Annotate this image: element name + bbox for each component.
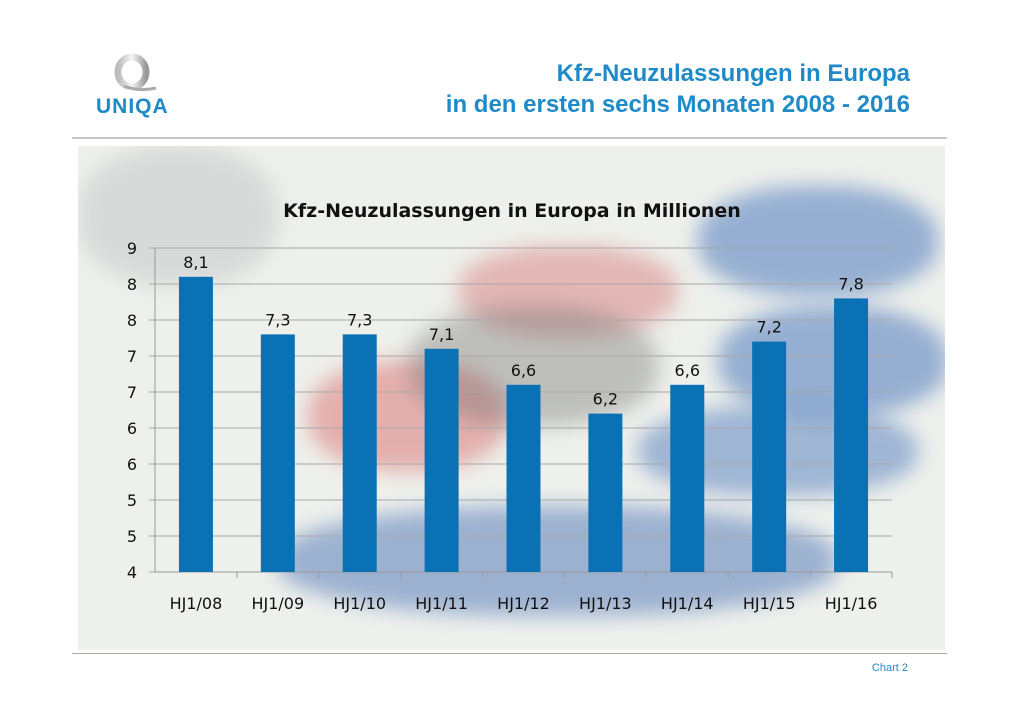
x-tick-label: HJ1/09 xyxy=(251,594,304,613)
title-line-2: in den ersten sechs Monaten 2008 - 2016 xyxy=(445,91,910,118)
y-tick-label: 9 xyxy=(127,239,137,258)
bar xyxy=(588,413,623,572)
y-tick-label: 5 xyxy=(127,491,137,510)
y-tick-label: 7 xyxy=(127,383,137,402)
x-tick-label: HJ1/14 xyxy=(661,594,714,613)
x-tick-label: HJ1/16 xyxy=(825,594,878,613)
page-title: Kfz-Neuzulassungen in Europa in den erst… xyxy=(446,58,910,120)
footer-divider xyxy=(72,653,947,654)
title-line-1: Kfz-Neuzulassungen in Europa xyxy=(556,60,910,87)
data-label: 7,3 xyxy=(265,310,290,329)
x-tick-label: HJ1/11 xyxy=(415,594,468,613)
bar xyxy=(752,341,787,572)
header-divider xyxy=(72,137,947,139)
x-tick-label: HJ1/13 xyxy=(579,594,632,613)
bar xyxy=(506,384,541,572)
y-tick-label: 8 xyxy=(127,275,137,294)
x-tick-label: HJ1/10 xyxy=(333,594,386,613)
bar xyxy=(342,334,377,572)
y-tick-label: 8 xyxy=(127,311,137,330)
bar xyxy=(834,298,869,572)
chart-title: Kfz-Neuzulassungen in Europa in Millione… xyxy=(283,200,741,222)
y-tick-label: 7 xyxy=(127,347,137,366)
x-tick-label: HJ1/12 xyxy=(497,594,550,613)
data-label: 7,1 xyxy=(429,325,454,344)
uniqa-logo-icon xyxy=(114,53,157,92)
bar xyxy=(670,384,705,572)
y-tick-label: 6 xyxy=(127,419,137,438)
data-label: 6,6 xyxy=(511,361,536,380)
data-label: 8,1 xyxy=(183,253,208,272)
bar xyxy=(424,348,459,572)
x-tick-label: HJ1/15 xyxy=(743,594,796,613)
y-tick-label: 4 xyxy=(127,563,137,582)
data-label: 7,3 xyxy=(347,310,372,329)
data-label: 6,6 xyxy=(675,361,700,380)
bar xyxy=(260,334,295,572)
data-label: 6,2 xyxy=(593,390,618,409)
data-label: 7,2 xyxy=(756,318,781,337)
y-tick-label: 5 xyxy=(127,527,137,546)
data-label: 7,8 xyxy=(838,274,863,293)
logo-text: UNIQA xyxy=(96,95,169,118)
y-tick-label: 6 xyxy=(127,455,137,474)
x-tick-label: HJ1/08 xyxy=(170,594,223,613)
bar xyxy=(178,276,213,572)
footer-label: Chart 2 xyxy=(871,662,908,674)
